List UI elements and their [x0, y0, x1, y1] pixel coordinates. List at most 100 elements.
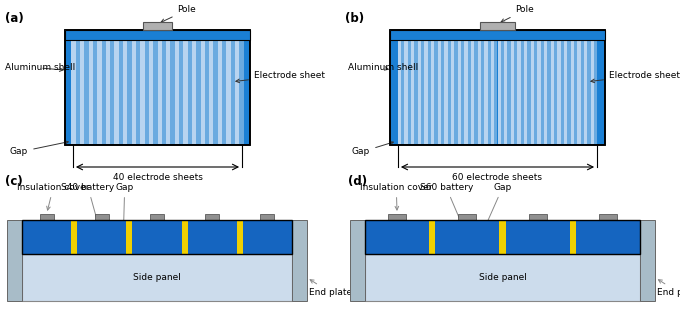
Bar: [435, 40, 437, 144]
Bar: [22, 220, 292, 254]
Bar: [404, 40, 407, 144]
Bar: [561, 40, 564, 144]
Bar: [570, 220, 576, 254]
Bar: [71, 220, 78, 254]
Text: 60 electrode sheets: 60 electrode sheets: [452, 173, 543, 182]
Bar: [78, 220, 126, 254]
Bar: [599, 214, 617, 220]
Bar: [524, 40, 528, 144]
Bar: [197, 40, 201, 144]
Bar: [447, 40, 451, 144]
Bar: [390, 30, 605, 40]
Bar: [218, 40, 222, 144]
Bar: [547, 40, 551, 144]
Bar: [477, 40, 481, 144]
Bar: [179, 40, 184, 144]
Text: Pole: Pole: [161, 5, 197, 22]
Bar: [39, 214, 54, 220]
Bar: [239, 40, 243, 144]
Bar: [429, 220, 435, 254]
Bar: [123, 40, 127, 144]
Bar: [414, 40, 418, 144]
Bar: [350, 220, 365, 301]
Bar: [531, 40, 534, 144]
Bar: [491, 40, 494, 144]
Text: Aluminum shell: Aluminum shell: [348, 63, 418, 73]
Bar: [188, 40, 192, 144]
Bar: [584, 40, 588, 144]
Bar: [71, 40, 75, 144]
Bar: [158, 40, 162, 144]
Bar: [484, 40, 488, 144]
Bar: [551, 40, 554, 144]
Bar: [222, 40, 226, 144]
Bar: [541, 40, 544, 144]
Bar: [451, 40, 454, 144]
Text: S60 battery: S60 battery: [420, 183, 473, 234]
Bar: [577, 40, 581, 144]
Bar: [411, 40, 414, 144]
Bar: [474, 40, 477, 144]
Bar: [184, 40, 188, 144]
Text: End plate: End plate: [309, 280, 352, 297]
Text: Gap: Gap: [352, 141, 393, 156]
Bar: [235, 40, 239, 144]
Bar: [437, 40, 441, 144]
Bar: [153, 40, 158, 144]
Text: Gap: Gap: [116, 183, 134, 226]
Bar: [65, 30, 250, 40]
Bar: [65, 30, 250, 145]
Bar: [140, 40, 145, 144]
Bar: [119, 40, 123, 144]
Bar: [106, 40, 110, 144]
Text: (b): (b): [345, 12, 364, 25]
Text: Side panel: Side panel: [133, 273, 181, 282]
Bar: [390, 30, 605, 40]
Bar: [126, 220, 133, 254]
Bar: [205, 214, 219, 220]
Bar: [517, 40, 521, 144]
Bar: [192, 40, 197, 144]
Bar: [581, 40, 584, 144]
Bar: [494, 40, 498, 144]
Bar: [514, 40, 517, 144]
Bar: [481, 40, 484, 144]
Bar: [110, 40, 114, 144]
Bar: [127, 40, 132, 144]
Bar: [544, 40, 547, 144]
Bar: [365, 220, 640, 254]
Bar: [390, 30, 605, 145]
Bar: [75, 40, 80, 144]
Bar: [65, 30, 250, 40]
Bar: [65, 30, 250, 40]
Bar: [114, 40, 119, 144]
Bar: [444, 40, 447, 144]
Bar: [171, 40, 175, 144]
Bar: [454, 40, 458, 144]
Bar: [22, 254, 292, 301]
Bar: [501, 40, 504, 144]
Bar: [95, 214, 109, 220]
Bar: [260, 214, 274, 220]
Bar: [498, 40, 501, 144]
Bar: [365, 220, 429, 254]
Bar: [558, 40, 561, 144]
Text: Electrode sheet: Electrode sheet: [236, 70, 325, 83]
Bar: [243, 220, 292, 254]
Bar: [528, 40, 531, 144]
Bar: [488, 40, 491, 144]
Bar: [80, 40, 84, 144]
Bar: [591, 40, 594, 144]
Bar: [507, 40, 511, 144]
Bar: [441, 40, 444, 144]
Text: Insulation cover: Insulation cover: [17, 183, 90, 210]
Text: Insulation cover: Insulation cover: [360, 183, 432, 210]
Bar: [93, 40, 97, 144]
Bar: [421, 40, 424, 144]
Bar: [398, 40, 401, 144]
Bar: [143, 22, 172, 30]
Bar: [418, 40, 421, 144]
Bar: [594, 40, 598, 144]
Text: (d): (d): [348, 175, 367, 188]
Bar: [101, 40, 106, 144]
